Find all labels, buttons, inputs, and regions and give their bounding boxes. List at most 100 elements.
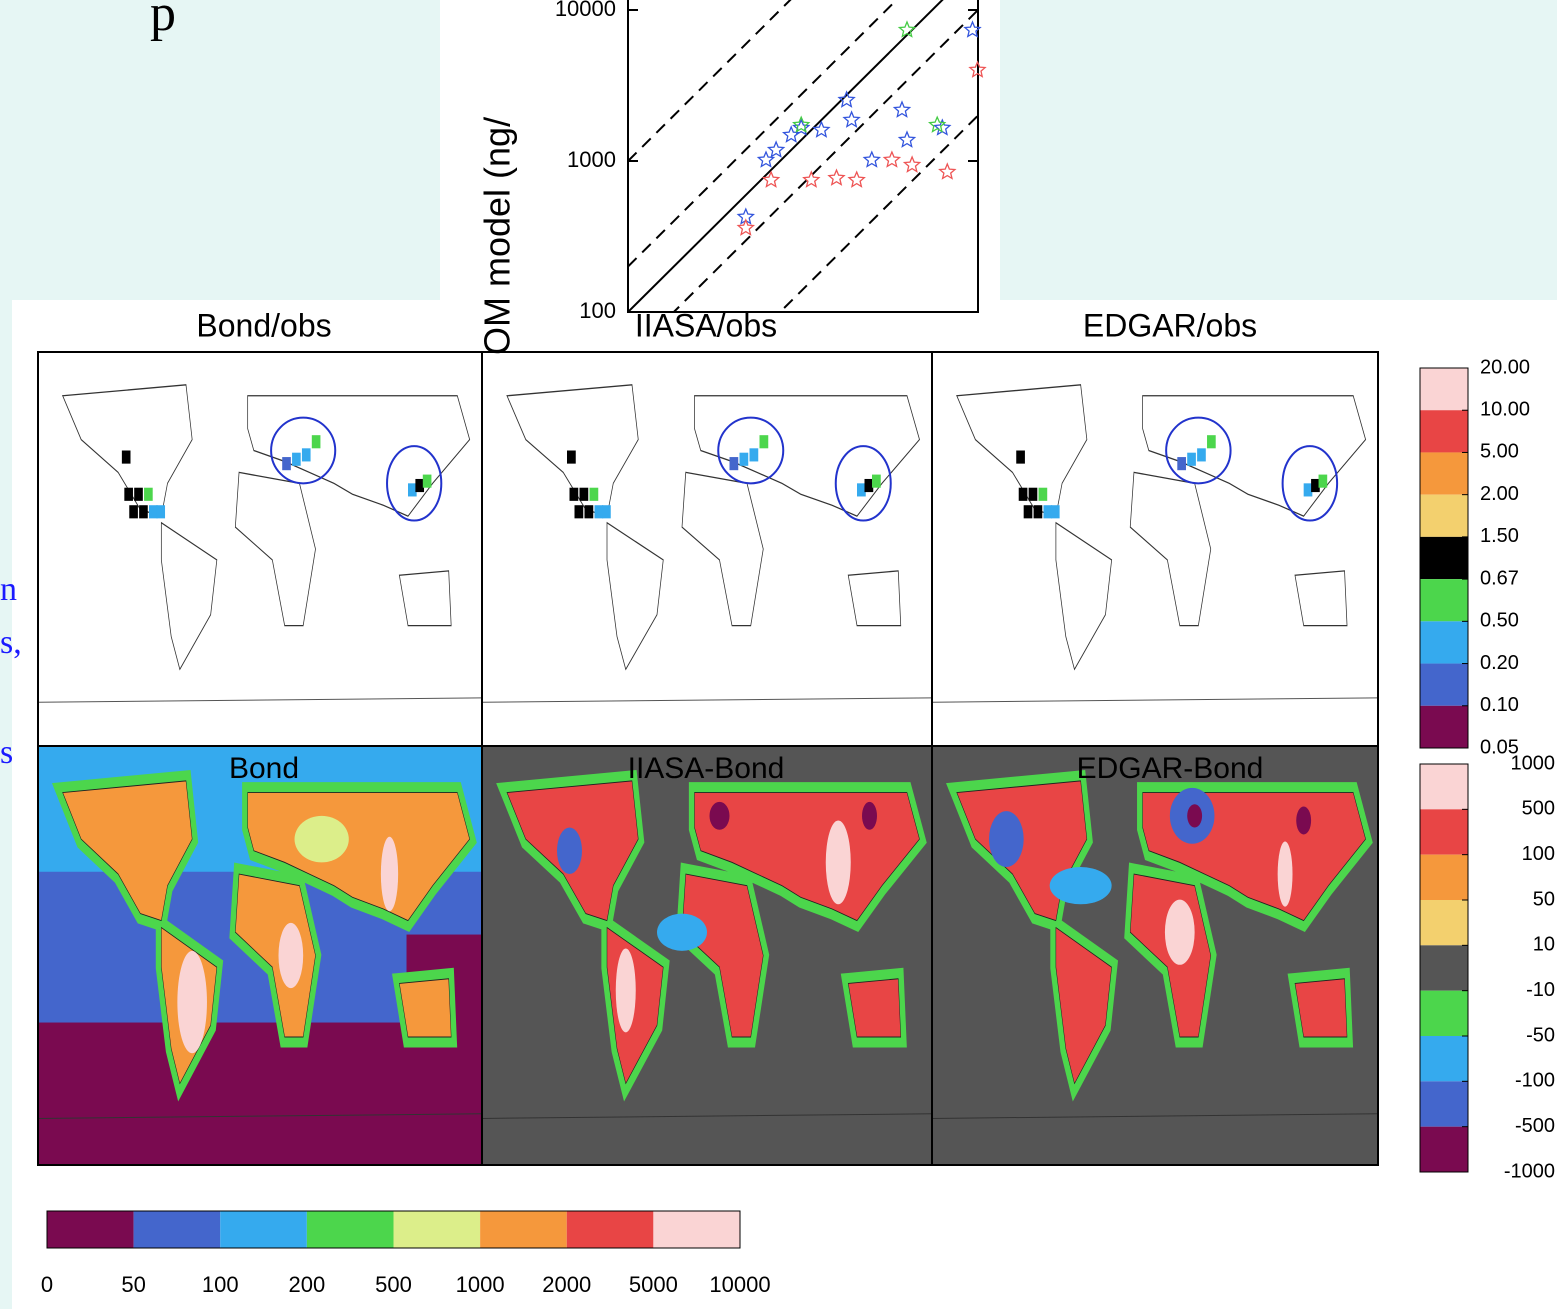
colorbar-swatch	[1420, 664, 1468, 706]
field-blob	[616, 949, 636, 1033]
obs-cell	[156, 505, 165, 518]
map-panel: EDGAR-Bond	[932, 746, 1378, 1165]
obs-cell	[1197, 448, 1206, 461]
obs-cell	[292, 453, 301, 466]
obs-cell	[595, 505, 604, 518]
colorbar-label: -1000	[1504, 1160, 1555, 1182]
colorbar-label: -100	[1515, 1070, 1555, 1092]
colorbar-swatch	[1420, 945, 1468, 990]
obs-cell	[1319, 475, 1328, 488]
field-blob	[657, 914, 707, 951]
colorbar-swatch	[1420, 621, 1468, 663]
colorbar-label: 0.50	[1480, 610, 1519, 632]
obs-cell	[730, 457, 739, 470]
colorbar-label: 1000	[1511, 752, 1556, 774]
colorbar-swatch	[1420, 537, 1468, 579]
map-panel: IIASA/obs	[482, 307, 932, 746]
colorbar-label: -10	[1526, 979, 1555, 1001]
page: { "slide_text": {"title_fragment": "p", …	[0, 0, 1557, 1309]
obs-cell	[282, 457, 291, 470]
map-panel: Bond/obs	[38, 307, 482, 746]
obs-cell	[590, 488, 599, 501]
colorbar-label: 10	[1533, 934, 1555, 956]
colorbar-label: 0.67	[1480, 567, 1519, 589]
y-tick-label: 10000	[555, 0, 616, 21]
colorbar-swatch	[134, 1211, 221, 1248]
colorbar-label: 1.50	[1480, 525, 1519, 547]
field-blob	[1165, 900, 1195, 965]
y-tick-label: 100	[579, 298, 616, 323]
colorbar-swatch	[307, 1211, 394, 1248]
field-blob	[295, 816, 349, 863]
panel-title: IIASA-Bond	[628, 752, 785, 785]
colorbar-swatch	[1420, 706, 1468, 748]
colorbar-label: 500	[375, 1272, 412, 1297]
colorbar-label: 20.00	[1480, 356, 1530, 378]
obs-cell	[1024, 505, 1033, 518]
obs-cell	[567, 451, 576, 464]
panel-title: Bond/obs	[196, 307, 331, 343]
field-blob	[862, 802, 877, 830]
colorbar-label: 5000	[629, 1272, 678, 1297]
obs-cell	[144, 488, 153, 501]
side-fragment: s,	[0, 624, 22, 661]
obs-cell	[1034, 505, 1043, 518]
colorbar-label: 0	[41, 1272, 53, 1297]
obs-cell	[1016, 451, 1025, 464]
obs-cell	[134, 488, 143, 501]
obs-cell	[1039, 488, 1048, 501]
obs-cell	[408, 483, 417, 496]
colorbar-swatch	[220, 1211, 307, 1248]
map-panel: Bond	[38, 746, 482, 1165]
colorbar-swatch	[1420, 1127, 1468, 1172]
colorbar-label: 0.10	[1480, 694, 1519, 716]
colorbar-label: 1000	[456, 1272, 505, 1297]
colorbar-label: 100	[202, 1272, 239, 1297]
field-blob	[1050, 867, 1112, 904]
colorbar-label: 2.00	[1480, 483, 1519, 505]
field-blob	[1278, 841, 1293, 906]
colorbar-swatch	[1420, 1036, 1468, 1081]
colorbar-swatch	[1420, 991, 1468, 1036]
obs-cell	[602, 505, 611, 518]
colorbar-swatch	[1420, 809, 1468, 854]
obs-cell	[1029, 488, 1038, 501]
y-tick-label: 1000	[567, 147, 616, 172]
colorbar-swatch	[1420, 452, 1468, 494]
obs-cell	[124, 488, 133, 501]
colorbar-swatch	[394, 1211, 481, 1248]
obs-cell	[570, 488, 579, 501]
obs-cell	[1187, 453, 1196, 466]
panel-title: EDGAR-Bond	[1077, 752, 1264, 785]
obs-cell	[312, 435, 321, 448]
colorbar-label: 50	[1533, 888, 1555, 910]
obs-cell	[585, 505, 594, 518]
field-blob	[557, 827, 582, 874]
obs-cell	[865, 479, 874, 492]
obs-cell	[1044, 505, 1053, 518]
colorbar-label: 100	[1522, 843, 1555, 865]
colorbar-label: -500	[1515, 1115, 1555, 1137]
colorbar-label: -50	[1526, 1024, 1555, 1046]
field-blob	[177, 951, 207, 1053]
obs-cell	[1177, 457, 1186, 470]
colorbar-label: 200	[289, 1272, 326, 1297]
obs-cell	[122, 451, 131, 464]
obs-cell	[302, 448, 311, 461]
colorbar-label: 2000	[542, 1272, 591, 1297]
colorbar-swatch	[47, 1211, 134, 1248]
obs-cell	[580, 488, 589, 501]
colorbar-swatch	[1420, 855, 1468, 900]
colorbar-swatch	[1420, 368, 1468, 410]
map-panel: EDGAR/obs	[932, 307, 1378, 746]
colorbar-label: 500	[1522, 798, 1555, 820]
obs-cell	[1207, 435, 1216, 448]
panel-title: EDGAR/obs	[1083, 307, 1257, 343]
colorbar-swatch	[1420, 1081, 1468, 1126]
obs-cell	[1311, 479, 1320, 492]
colorbar-swatch	[1420, 495, 1468, 537]
colorbar-swatch	[653, 1211, 740, 1248]
obs-cell	[575, 505, 584, 518]
obs-cell	[760, 435, 769, 448]
